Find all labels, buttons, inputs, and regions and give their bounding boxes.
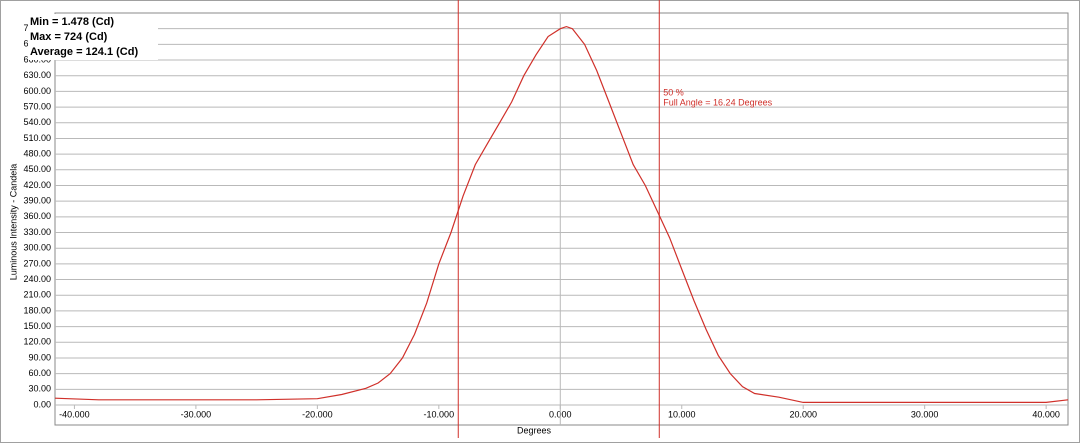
stats-box [28,14,158,60]
y-tick-label: 90.00 [28,352,51,362]
y-tick-label: 330.00 [23,227,51,237]
y-tick-label: 30.00 [28,384,51,394]
x-tick-label: 20.000 [789,409,817,419]
y-axis-label: Luminous Intensity - Candela [8,164,18,281]
y-tick-label: 150.00 [23,321,51,331]
stats-text: Average = 124.1 (Cd) [30,46,138,58]
y-tick-label: 630.00 [23,70,51,80]
x-tick-label: -30.000 [181,409,212,419]
y-tick-label: 600.00 [23,86,51,96]
x-tick-label: 10.000 [668,409,696,419]
data-line [54,25,1069,403]
annotation: Full Angle = 16.24 Degrees [663,97,772,107]
plot-area [54,12,1069,426]
y-tick-label: 450.00 [23,164,51,174]
y-tick-label: 270.00 [23,258,51,268]
annotation: 50 % [663,87,684,97]
x-tick-label: -40.000 [59,409,90,419]
y-tick-label: 210.00 [23,290,51,300]
y-tick-label: 240.00 [23,274,51,284]
y-tick-label: 420.00 [23,180,51,190]
y-tick-label: 360.00 [23,211,51,221]
y-tick-label: 300.00 [23,243,51,253]
y-tick-label: 0.00 [33,399,51,409]
y-tick-label: 60.00 [28,368,51,378]
y-tick-label: 390.00 [23,196,51,206]
x-axis-label: Degrees [517,425,552,435]
y-tick-label: 120.00 [23,337,51,347]
y-tick-label: 540.00 [23,117,51,127]
y-tick-label: 570.00 [23,101,51,111]
stats-text: Max = 724 (Cd) [30,31,108,43]
x-tick-label: -20.000 [302,409,333,419]
y-tick-label: 510.00 [23,133,51,143]
y-tick-label: 180.00 [23,305,51,315]
stats-text: Min = 1.478 (Cd) [30,16,114,28]
x-tick-label: 40.000 [1032,409,1060,419]
x-tick-label: 30.000 [911,409,939,419]
y-tick-label: 480.00 [23,148,51,158]
x-tick-label: -10.000 [424,409,455,419]
